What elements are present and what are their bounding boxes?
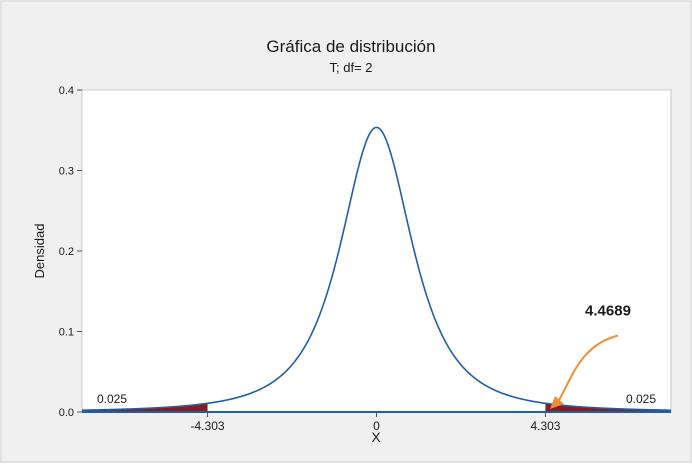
y-tick-label: 0.2: [59, 246, 74, 258]
density-curve: [81, 126, 672, 411]
tail-area-label-right: 0.025: [626, 392, 656, 406]
y-tick-label: 0.4: [59, 85, 74, 97]
x-tick-label: 0: [373, 419, 380, 433]
chart-title: Gráfica de distribución: [266, 37, 435, 56]
tail-area-label-left: 0.025: [97, 392, 127, 406]
x-axis-label: X: [371, 429, 381, 445]
annotation-group: 4.4689: [549, 303, 631, 409]
y-tick-label: 0.3: [59, 166, 74, 178]
x-tick-label: -4.303: [191, 419, 225, 433]
chart-subtitle: T; df= 2: [330, 60, 373, 75]
y-axis-label: Densidad: [32, 224, 47, 279]
tail-labels: 0.025 0.025: [97, 392, 656, 406]
y-tick-label: 0.0: [59, 407, 74, 419]
annotation-label: 4.4689: [585, 303, 631, 320]
x-axis: -4.303 0 4.303: [191, 412, 561, 433]
y-tick-label: 0.1: [59, 327, 74, 339]
annotation-arrow: [557, 334, 619, 403]
plot-area: [81, 89, 672, 413]
x-tick-label: 4.303: [530, 419, 560, 433]
annotation-arrowhead: [549, 396, 564, 409]
y-axis: 0.0 0.1 0.2 0.3 0.4: [59, 85, 82, 419]
